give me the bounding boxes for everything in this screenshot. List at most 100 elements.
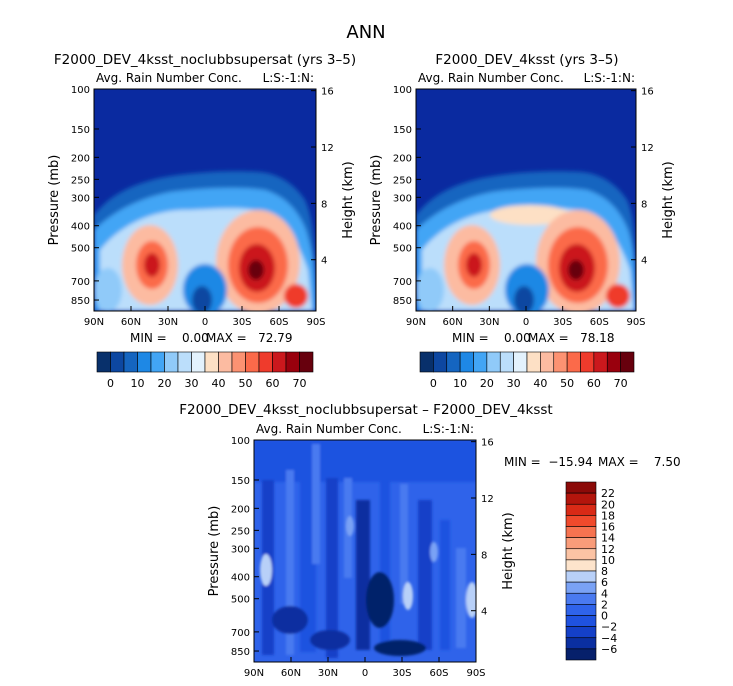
x-tick-label: 0 (523, 317, 529, 328)
y2-tick-label: 4 (641, 256, 647, 267)
colorbar-swatch (553, 351, 568, 373)
light-patch (403, 582, 413, 610)
streak (286, 470, 294, 655)
colorbar-label: 20 (158, 377, 172, 390)
streak (356, 500, 370, 650)
colorbar-label: 10 (601, 554, 615, 567)
colorbar-label: −2 (601, 621, 617, 634)
colorbar-label: 40 (212, 377, 226, 390)
colorbar-swatch (565, 626, 597, 639)
colorbar-swatch (513, 351, 528, 373)
tropics-deep (192, 286, 212, 311)
x-tick-label: 30N (479, 317, 499, 328)
y2-tick-label: 8 (481, 550, 487, 561)
nh-blob-core (466, 253, 482, 277)
deep-patch (374, 640, 426, 656)
y-tick-label: 250 (71, 175, 90, 186)
light-patch (346, 516, 354, 536)
x-tick-label: 90N (84, 317, 104, 328)
colorbar-swatch (245, 351, 260, 373)
panel-a-max: MAX = 72.79 (206, 331, 292, 345)
panel-a-colorbar: 0 10 20 30 40 50 60 70 (96, 351, 314, 390)
streak (418, 500, 432, 650)
colorbar-label: 4 (601, 587, 608, 600)
colorbar-swatch (96, 351, 111, 373)
x-tick-label: 60N (121, 317, 141, 328)
x-tick-label: 60N (443, 317, 463, 328)
colorbar-swatch (231, 351, 246, 373)
panel-b-axes: 100 150 200 250 300 400 500 700 850 16 12 8 4 90N 60N 3… (369, 85, 676, 328)
panel-c-max: MAX = 7.50 (598, 455, 681, 469)
colorbar-swatch (204, 351, 219, 373)
y2-tick-label: 4 (481, 607, 487, 618)
y-axis-title: Pressure (mb) (47, 155, 62, 246)
x-tick-label: 90S (626, 317, 645, 328)
x-tick-label: 0 (362, 668, 368, 679)
panel-top-left: F2000_DEV_4ksst_noclubbsupersat (yrs 3–5… (47, 52, 356, 390)
colorbar-label: 6 (601, 576, 608, 589)
y-tick-label: 300 (231, 544, 250, 555)
sh-polar-blob (284, 284, 308, 308)
y-tick-label: 300 (393, 193, 412, 204)
panel-b-subtitle: Avg. Rain Number Conc. (418, 71, 564, 85)
y-tick-label: 700 (71, 277, 90, 288)
light-patch (260, 554, 272, 586)
colorbar-swatch (565, 503, 597, 516)
colorbar-swatch (446, 351, 461, 373)
x-tick-label: 30N (318, 668, 338, 679)
colorbar-swatch (272, 351, 287, 373)
colorbar-swatch (565, 548, 597, 561)
colorbar-label: 12 (601, 543, 615, 556)
y-tick-label: 500 (231, 595, 250, 606)
streak (400, 484, 408, 604)
colorbar-swatch (473, 351, 488, 373)
y2-tick-label: 4 (321, 256, 327, 267)
y2-tick-label: 12 (641, 143, 654, 154)
panel-c-title: F2000_DEV_4ksst_noclubbsupersat – F2000_… (179, 402, 552, 418)
colorbar-label: 60 (266, 377, 280, 390)
colorbar-label: 10 (131, 377, 145, 390)
y-tick-label: 500 (393, 244, 412, 255)
colorbar-swatch (110, 351, 125, 373)
y-tick-label: 300 (71, 193, 90, 204)
colorbar-label: 10 (453, 377, 467, 390)
colorbar-swatch (137, 351, 152, 373)
colorbar-swatch (218, 351, 233, 373)
streak (440, 520, 450, 650)
colorbar-swatch (191, 351, 206, 373)
colorbar-swatch (285, 351, 300, 373)
y2-tick-label: 8 (641, 199, 647, 210)
colorbar-label: 22 (601, 487, 615, 500)
x-tick-label: 60S (429, 668, 448, 679)
y-tick-label: 150 (71, 125, 90, 136)
colorbar-label: 60 (587, 377, 601, 390)
colorbar-swatch (258, 351, 273, 373)
colorbar-swatch (565, 537, 597, 550)
colorbar-swatch (565, 515, 597, 527)
deep-patch (366, 572, 394, 628)
colorbar-swatch (580, 351, 595, 373)
nh-polar-blue (416, 268, 444, 311)
colorbar-swatch (566, 351, 581, 373)
streak (312, 444, 320, 564)
y-tick-label: 100 (393, 85, 412, 96)
y2-tick-label: 8 (321, 199, 327, 210)
y-tick-label: 200 (393, 153, 412, 164)
colorbar-swatch (433, 351, 448, 373)
colorbar-swatch (565, 604, 597, 616)
y-tick-label: 200 (71, 153, 90, 164)
colorbar-swatch (499, 351, 514, 373)
colorbar-swatch (565, 526, 597, 538)
nh-polar-blue (94, 268, 122, 311)
panel-a-subtitle: Avg. Rain Number Conc. (96, 71, 242, 85)
panel-c-axes: 100 150 200 250 300 400 500 700 850 16 12 8 4 90N 60N 3… (207, 436, 516, 679)
colorbar-swatch (565, 648, 597, 661)
panel-b-title: F2000_DEV_4ksst (yrs 3–5) (435, 52, 618, 68)
streak (326, 478, 338, 658)
panel-c-field (254, 440, 476, 662)
tropics-deep (514, 286, 534, 311)
y-tick-label: 400 (71, 222, 90, 233)
streak (456, 548, 466, 648)
